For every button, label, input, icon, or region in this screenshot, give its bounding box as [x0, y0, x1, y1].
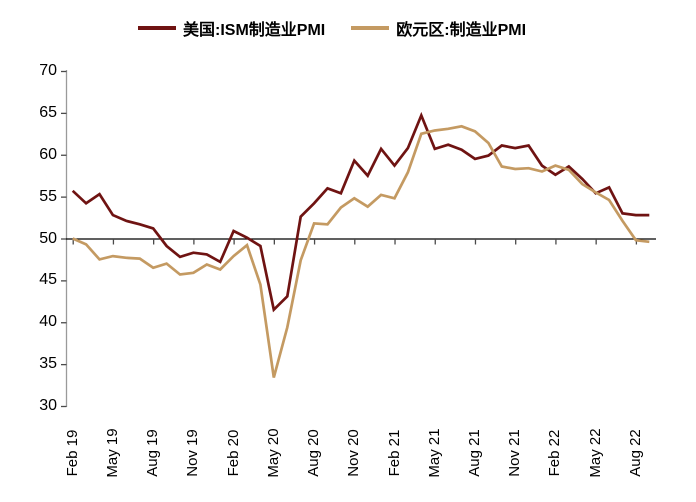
x-tick-label: Aug 20	[305, 429, 323, 477]
x-tick-label: May 19	[103, 428, 121, 478]
x-tick-label: Nov 21	[506, 429, 524, 477]
x-tick-label: Feb 20	[224, 429, 242, 477]
y-tick-label: 55	[39, 187, 57, 205]
x-tick-label: May 22	[586, 428, 604, 478]
legend-item-eurozone: 欧元区:制造业PMI	[351, 16, 526, 40]
x-tick-label: May 20	[264, 428, 282, 478]
y-tick-label: 30	[39, 397, 57, 414]
x-tick-label: Aug 21	[465, 429, 483, 477]
x-tick-label: Feb 21	[385, 429, 403, 477]
x-tick-label: Aug 22	[626, 429, 644, 477]
x-tick-label: Nov 19	[184, 429, 202, 477]
y-tick-label: 35	[39, 355, 57, 373]
us-legend-label: 美国:ISM制造业PMI	[183, 22, 326, 39]
us-ism-pmi-line	[71, 111, 650, 313]
y-tick-label: 70	[39, 62, 57, 79]
chart-legend: 美国:ISM制造业PMI 欧元区:制造业PMI	[138, 16, 526, 40]
eurozone-line-swatch	[351, 26, 390, 30]
y-tick-label: 45	[39, 271, 57, 289]
eurozone-legend-label: 欧元区:制造业PMI	[396, 22, 527, 39]
x-tick-label: Feb 22	[546, 429, 564, 477]
y-tick-label: 50	[39, 229, 57, 247]
us-line-swatch	[138, 26, 176, 30]
legend-item-us: 美国:ISM制造业PMI	[138, 16, 325, 40]
y-tick-label: 65	[39, 103, 57, 121]
eurozone-pmi-line	[72, 124, 650, 378]
y-tick-label: 40	[39, 313, 57, 331]
x-tick-label: Feb 19	[63, 429, 81, 477]
x-tick-label: Aug 19	[144, 429, 162, 477]
x-tick-label: May 21	[425, 428, 443, 478]
y-tick-label: 60	[39, 145, 57, 163]
x-tick-label: Nov 20	[345, 429, 363, 477]
